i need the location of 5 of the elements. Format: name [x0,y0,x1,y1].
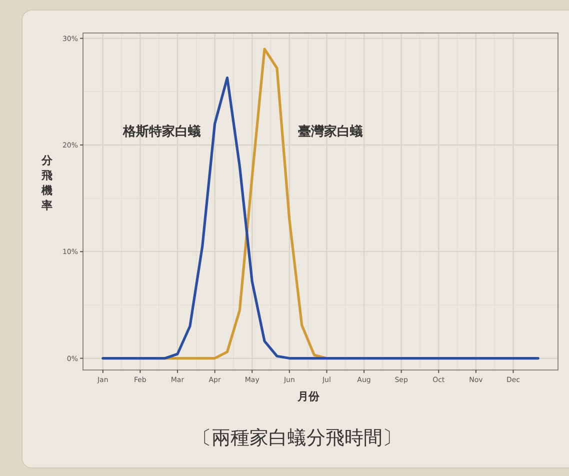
series-label: 臺灣家白蟻 [298,124,364,140]
series-label: 格斯特家白蟻 [122,124,202,140]
y-axis-title: 分飛機率 [40,154,54,212]
text: 〔兩種家白蟻分飛時間〕 [192,427,402,449]
x-axis-title: 月份 [296,390,320,403]
